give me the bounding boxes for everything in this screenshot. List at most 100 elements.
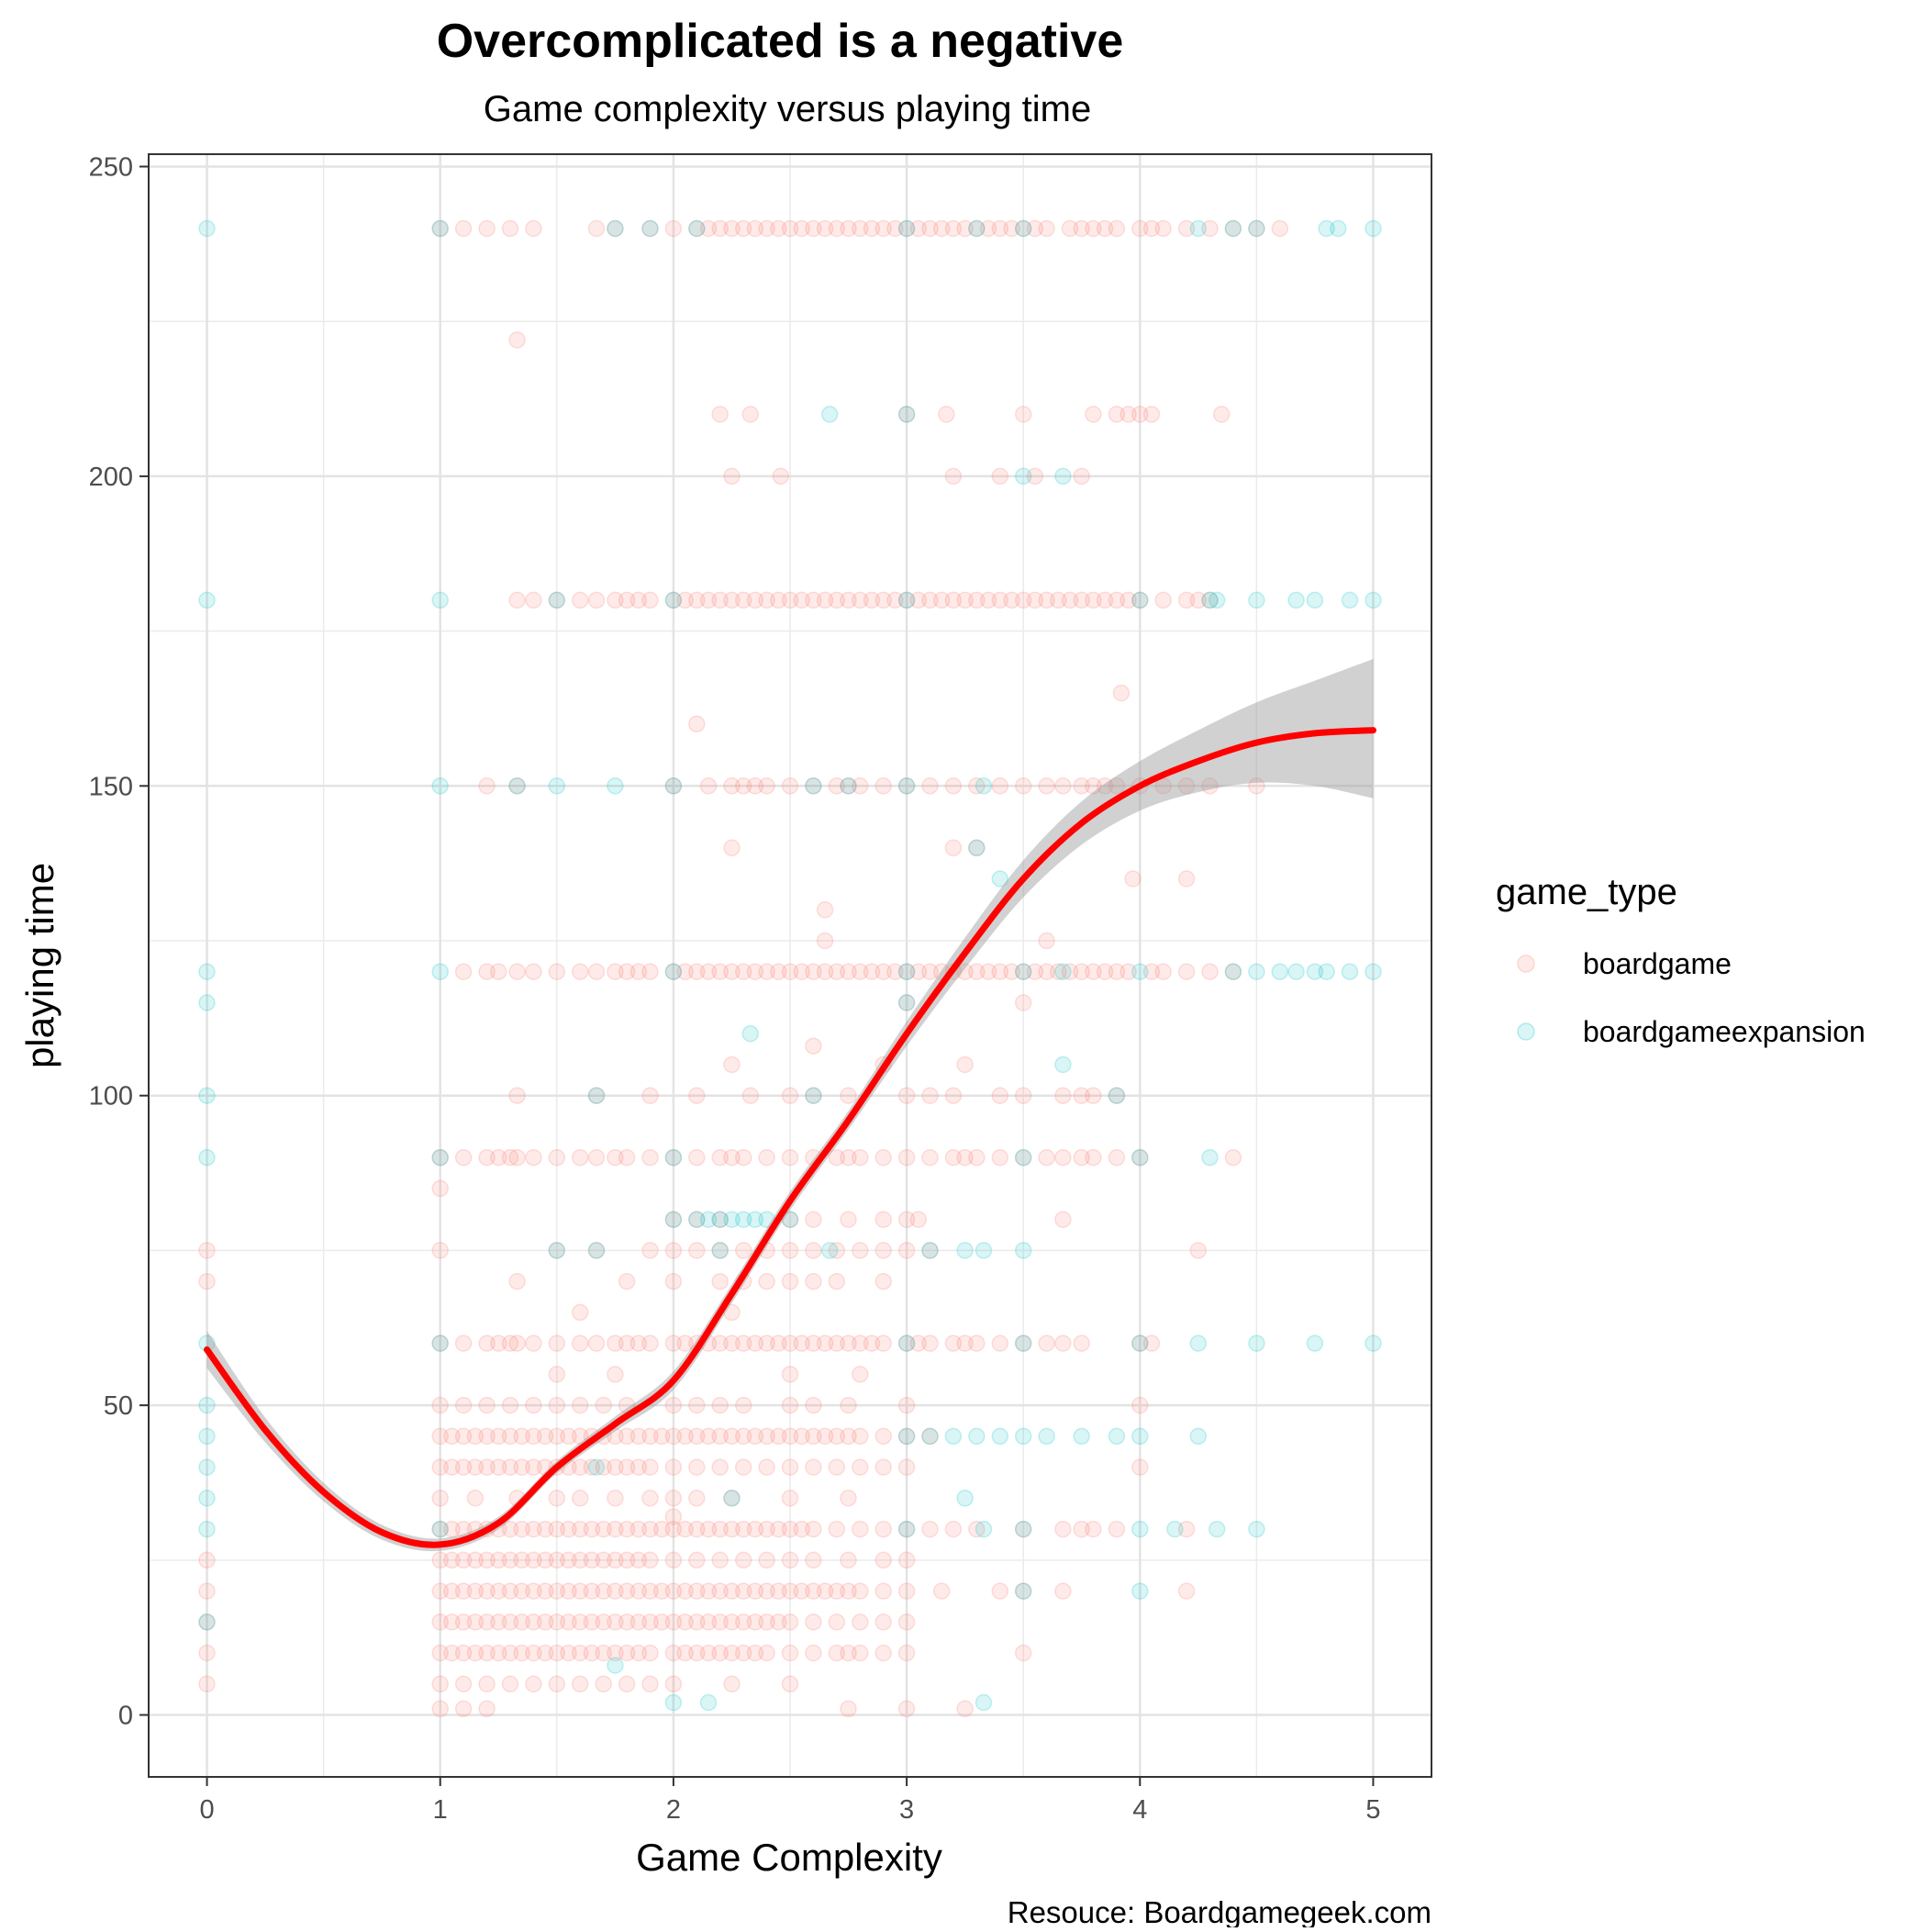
data-point-boardgame bbox=[1073, 467, 1090, 486]
data-point-boardgame bbox=[587, 219, 606, 238]
data-point-boardgame bbox=[711, 591, 729, 609]
data-point-boardgame bbox=[466, 1614, 485, 1631]
data-point-boardgame bbox=[548, 1148, 566, 1167]
data-point-boardgame bbox=[897, 1335, 916, 1352]
data-point-boardgameexpansion bbox=[1014, 219, 1032, 238]
data-point-boardgame bbox=[548, 1675, 566, 1693]
data-point-boardgame bbox=[607, 1335, 624, 1352]
data-point-boardgame bbox=[758, 1520, 775, 1538]
data-point-boardgame bbox=[828, 1644, 846, 1662]
data-point-boardgame bbox=[1061, 963, 1079, 980]
data-point-boardgame bbox=[840, 1582, 857, 1600]
smooth-line bbox=[204, 727, 1376, 1548]
data-point-boardgameexpansion bbox=[607, 219, 624, 238]
data-point-boardgame bbox=[816, 901, 834, 919]
data-point-boardgame bbox=[1085, 591, 1102, 609]
data-point-boardgame bbox=[501, 1335, 519, 1352]
data-point-boardgameexpansion bbox=[198, 1490, 216, 1507]
data-point-boardgame bbox=[1038, 1335, 1055, 1352]
data-point-boardgame bbox=[1073, 591, 1090, 609]
data-point-boardgameexpansion bbox=[431, 1520, 449, 1538]
data-point-boardgame bbox=[921, 1087, 939, 1104]
data-point-boardgame bbox=[478, 1335, 496, 1352]
data-point-boardgame bbox=[641, 1087, 659, 1104]
data-point-boardgame bbox=[587, 1242, 606, 1259]
data-point-boardgame bbox=[758, 963, 775, 980]
data-point-boardgame bbox=[618, 1582, 636, 1600]
data-point-boardgame bbox=[688, 1458, 706, 1476]
data-point-boardgame bbox=[688, 219, 706, 238]
data-point-boardgame bbox=[1054, 1087, 1072, 1104]
data-point-boardgame bbox=[688, 1087, 706, 1104]
data-point-boardgame bbox=[968, 777, 986, 795]
data-point-boardgame bbox=[944, 591, 963, 609]
data-point-boardgame bbox=[897, 219, 916, 238]
data-point-boardgame bbox=[688, 1551, 706, 1569]
data-point-boardgame bbox=[688, 1520, 706, 1538]
data-point-boardgame bbox=[560, 1644, 577, 1662]
data-point-boardgame bbox=[1108, 406, 1126, 423]
data-point-boardgameexpansion bbox=[975, 1520, 993, 1538]
data-point-boardgame bbox=[781, 1272, 799, 1290]
y-axis-title: playing time bbox=[18, 863, 61, 1068]
data-point-boardgameexpansion bbox=[921, 1242, 939, 1259]
data-point-boardgame bbox=[897, 1614, 916, 1631]
data-point-boardgameexpansion bbox=[431, 591, 449, 609]
data-point-boardgameexpansion bbox=[1248, 963, 1265, 980]
data-point-boardgame bbox=[921, 963, 939, 980]
data-point-boardgame bbox=[840, 777, 857, 795]
data-point-boardgame bbox=[746, 777, 764, 795]
data-point-boardgame bbox=[734, 1458, 752, 1476]
data-point-boardgame bbox=[583, 1458, 601, 1476]
data-point-boardgame bbox=[607, 1644, 624, 1662]
data-point-boardgameexpansion bbox=[198, 1427, 216, 1446]
data-point-boardgame bbox=[852, 1582, 869, 1600]
data-point-boardgame bbox=[1073, 219, 1090, 238]
data-point-boardgame bbox=[758, 219, 775, 238]
data-point-boardgame bbox=[525, 219, 542, 238]
data-point-boardgame bbox=[723, 1055, 741, 1074]
data-point-boardgameexpansion bbox=[1248, 1520, 1265, 1538]
data-point-boardgameexpansion bbox=[664, 1693, 683, 1712]
data-point-boardgame bbox=[805, 1396, 822, 1414]
data-point-boardgameexpansion bbox=[1014, 1335, 1032, 1352]
data-point-boardgameexpansion bbox=[431, 963, 449, 980]
data-point-boardgame bbox=[874, 1211, 892, 1228]
data-point-boardgame bbox=[618, 1614, 636, 1631]
data-point-boardgameexpansion bbox=[1341, 963, 1359, 980]
data-point-boardgame bbox=[840, 1644, 857, 1662]
data-point-boardgame bbox=[664, 1644, 683, 1662]
data-point-boardgame bbox=[560, 1614, 577, 1631]
data-point-boardgameexpansion bbox=[897, 1427, 916, 1446]
data-point-boardgame bbox=[840, 1490, 857, 1507]
data-point-boardgame bbox=[758, 777, 775, 795]
data-point-boardgameexpansion bbox=[1131, 1520, 1149, 1538]
data-point-boardgame bbox=[1224, 963, 1242, 980]
data-point-boardgame bbox=[874, 1148, 892, 1167]
data-point-boardgame bbox=[641, 219, 659, 238]
data-point-boardgameexpansion bbox=[711, 1211, 729, 1228]
data-point-boardgame bbox=[852, 963, 869, 980]
data-point-boardgame bbox=[198, 1582, 216, 1600]
data-point-boardgame bbox=[897, 1458, 916, 1476]
data-point-boardgame bbox=[956, 219, 974, 238]
data-point-boardgame bbox=[1108, 591, 1126, 609]
data-point-boardgameexpansion bbox=[723, 1211, 741, 1228]
data-point-boardgame bbox=[897, 1551, 916, 1569]
data-point-boardgameexpansion bbox=[1189, 1427, 1208, 1446]
data-point-boardgame bbox=[478, 1427, 496, 1446]
data-point-boardgame bbox=[874, 963, 892, 980]
data-point-boardgame bbox=[513, 1582, 530, 1600]
data-point-boardgame bbox=[746, 1335, 764, 1352]
data-point-boardgame bbox=[711, 219, 729, 238]
data-point-boardgameexpansion bbox=[1054, 467, 1072, 486]
data-point-boardgame bbox=[478, 1582, 496, 1600]
data-point-boardgame bbox=[571, 1427, 589, 1446]
data-point-boardgame bbox=[723, 467, 741, 486]
data-point-boardgameexpansion bbox=[1073, 1427, 1090, 1446]
data-point-boardgame bbox=[828, 777, 846, 795]
data-point-boardgame bbox=[944, 1148, 963, 1167]
data-point-boardgameexpansion bbox=[587, 1242, 606, 1259]
data-point-boardgame bbox=[1014, 1087, 1032, 1104]
data-point-boardgame bbox=[431, 1148, 449, 1167]
